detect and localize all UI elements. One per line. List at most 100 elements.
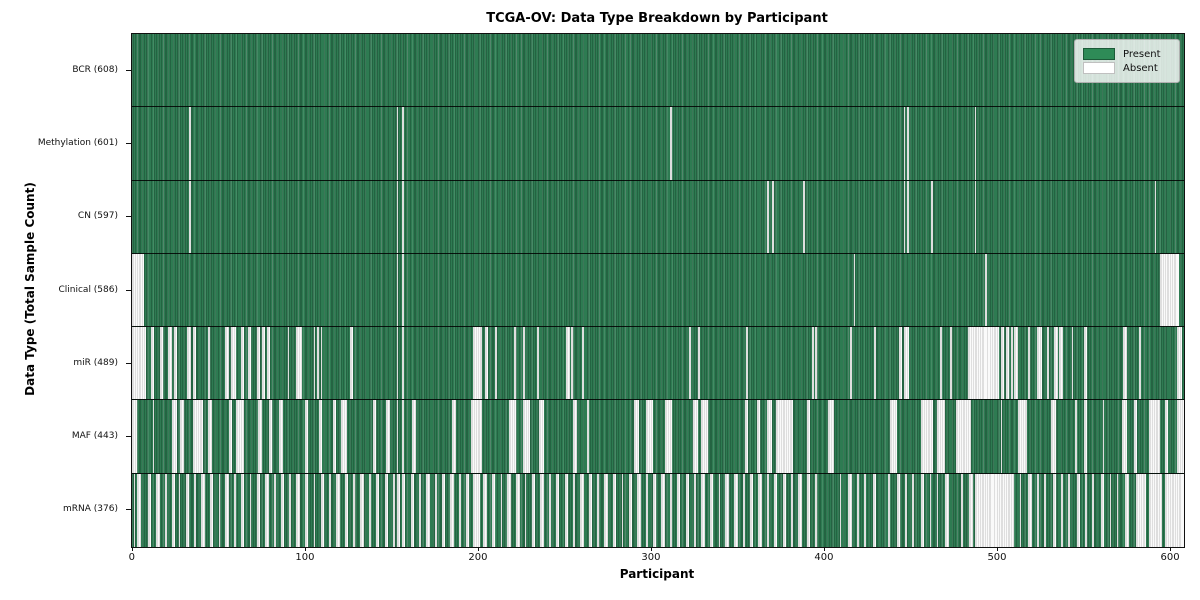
absent-stripe (410, 473, 415, 547)
absent-stripe (548, 473, 551, 547)
y-tick-label-Clinical: Clinical (586) (58, 284, 118, 295)
absent-stripe (767, 400, 773, 473)
absent-stripe (1014, 327, 1018, 400)
absent-stripe (936, 473, 939, 547)
absent-stripe (960, 473, 963, 547)
legend-absent-label: Absent (1123, 62, 1158, 74)
absent-stripe (744, 400, 748, 473)
absent-stripe (261, 327, 266, 400)
absent-stripe (701, 473, 705, 547)
absent-stripe (573, 473, 575, 547)
y-tick-mark (126, 289, 131, 291)
absent-stripe (1159, 253, 1179, 327)
absent-stripe (318, 400, 323, 473)
absent-stripe (749, 473, 754, 547)
absent-stripe (645, 473, 648, 547)
absent-stripe (507, 473, 511, 547)
absent-stripe (734, 473, 738, 547)
absent-stripe (566, 327, 570, 400)
absent-stripe (1068, 473, 1070, 547)
absent-stripe (580, 473, 584, 547)
absent-stripe (247, 327, 252, 400)
absent-stripe (767, 473, 769, 547)
absent-stripe (587, 400, 589, 473)
absent-stripe (168, 327, 172, 400)
absent-stripe (1125, 473, 1129, 547)
absent-stripe (459, 473, 461, 547)
absent-stripe (853, 253, 856, 327)
absent-stripe (758, 473, 762, 547)
absent-stripe (1050, 400, 1056, 473)
absent-stripe (230, 327, 236, 400)
absent-stripe (571, 327, 574, 400)
absent-stripe (1036, 327, 1043, 400)
absent-stripe (132, 400, 138, 473)
absent-stripe (536, 327, 539, 400)
absent-stripe (350, 327, 354, 400)
absent-stripe (1083, 327, 1088, 400)
absent-stripe (280, 473, 285, 547)
absent-stripe (500, 473, 503, 547)
absent-stripe (164, 473, 167, 547)
absent-stripe (185, 473, 190, 547)
y-tick-mark (126, 436, 131, 438)
absent-stripe (839, 473, 842, 547)
absent-stripe (1092, 473, 1094, 547)
x-tick-mark (304, 547, 306, 551)
absent-stripe (524, 473, 527, 547)
absent-stripe (491, 473, 496, 547)
absent-stripe (955, 400, 972, 473)
absent-stripe (266, 327, 271, 400)
absent-stripe (1059, 327, 1063, 400)
absent-stripe (1154, 180, 1157, 253)
x-tick-label: 100 (295, 552, 315, 563)
absent-stripe (434, 473, 437, 547)
absent-stripe (772, 180, 774, 253)
absent-stripe (604, 473, 608, 547)
absent-stripe (452, 400, 456, 473)
absent-stripe (974, 473, 1015, 547)
absent-stripe (798, 473, 802, 547)
heatmap-row-Methylation (132, 107, 1184, 181)
absent-stripe (1149, 473, 1162, 547)
y-tick-label-miR: miR (489) (73, 357, 118, 368)
absent-stripe (903, 327, 909, 400)
heatmap-row-CN (132, 180, 1184, 254)
absent-stripe (967, 327, 999, 400)
absent-stripe (472, 327, 482, 400)
absent-stripe (1177, 400, 1184, 473)
absent-stripe (950, 327, 953, 400)
absent-swatch-icon (1083, 62, 1115, 74)
absent-stripe (296, 473, 300, 547)
absent-stripe (287, 327, 290, 400)
legend-entry-absent: Absent (1083, 62, 1171, 74)
absent-stripe (685, 473, 690, 547)
y-tick-label-Methylation: Methylation (601) (37, 137, 118, 148)
absent-stripe (709, 473, 714, 547)
absent-stripe (189, 107, 191, 180)
absent-stripe (936, 400, 946, 473)
absent-stripe (329, 473, 331, 547)
heatmap-row-MAF (132, 400, 1184, 474)
absent-stripe (1061, 473, 1063, 547)
heatmap-row-BCR (132, 34, 1184, 108)
absent-stripe (597, 473, 600, 547)
absent-stripe (265, 473, 269, 547)
absent-stripe (173, 327, 177, 400)
absent-stripe (523, 327, 525, 400)
absent-stripe (336, 473, 340, 547)
absent-stripe (850, 327, 852, 400)
absent-stripe (241, 327, 245, 400)
absent-stripe (450, 473, 454, 547)
absent-stripe (483, 473, 487, 547)
absent-stripe (806, 473, 811, 547)
absent-stripe (848, 473, 852, 547)
absent-stripe (863, 473, 866, 547)
absent-stripe (907, 107, 909, 180)
absent-stripe (903, 107, 906, 180)
absent-stripe (320, 327, 323, 400)
absent-stripe (228, 400, 233, 473)
x-tick-mark (131, 547, 133, 551)
absent-stripe (856, 473, 859, 547)
